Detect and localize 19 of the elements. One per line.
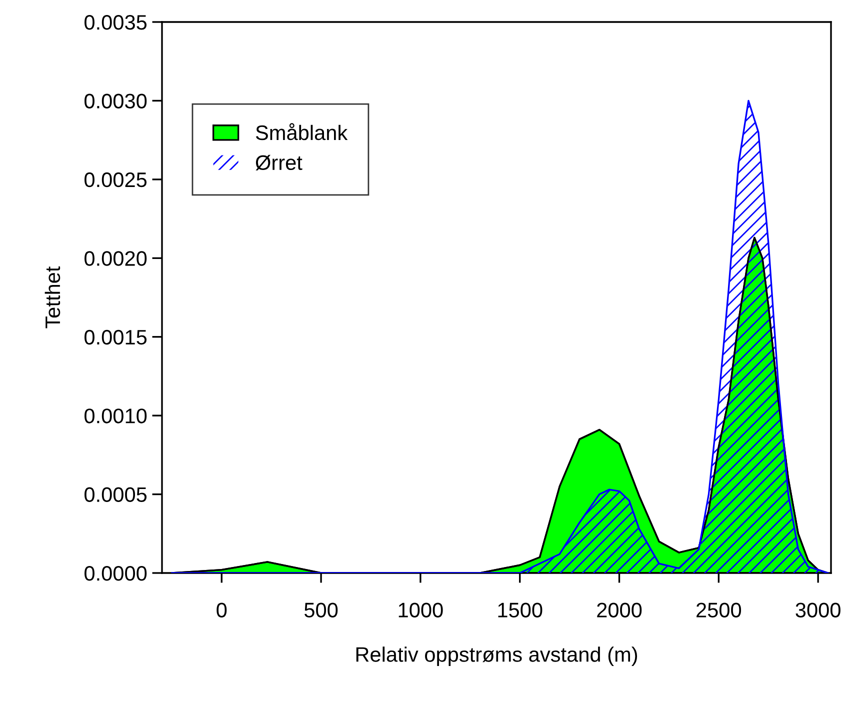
y-tick-label: 0.0010 (84, 408, 147, 424)
y-tick-label: 0.0020 (84, 251, 147, 266)
y-tick-label: 0.0035 (84, 15, 147, 30)
y-axis-title: Tetthet (44, 266, 60, 328)
x-tick-label: 500 (304, 602, 338, 618)
x-axis-title: Relativ oppstrøms avstand (m) (356, 646, 638, 666)
y-tick-label: 0.0005 (84, 487, 147, 502)
x-tick-label: 0 (216, 602, 227, 618)
x-tick-label: 3000 (796, 602, 840, 618)
x-tick-label: 2500 (696, 602, 742, 618)
y-tick-label: 0.0030 (84, 94, 147, 108)
x-tick-label: 1000 (398, 602, 443, 618)
y-tick-label: 0.0000 (84, 566, 147, 581)
x-tick-label: 1500 (498, 602, 542, 618)
legend-label: Ørret (256, 154, 302, 170)
y-tick-label: 0.0025 (84, 172, 147, 188)
y-tick-label: 0.0015 (84, 330, 147, 345)
x-tick-label: 2000 (597, 602, 642, 618)
legend-label: Småblank (256, 123, 348, 140)
